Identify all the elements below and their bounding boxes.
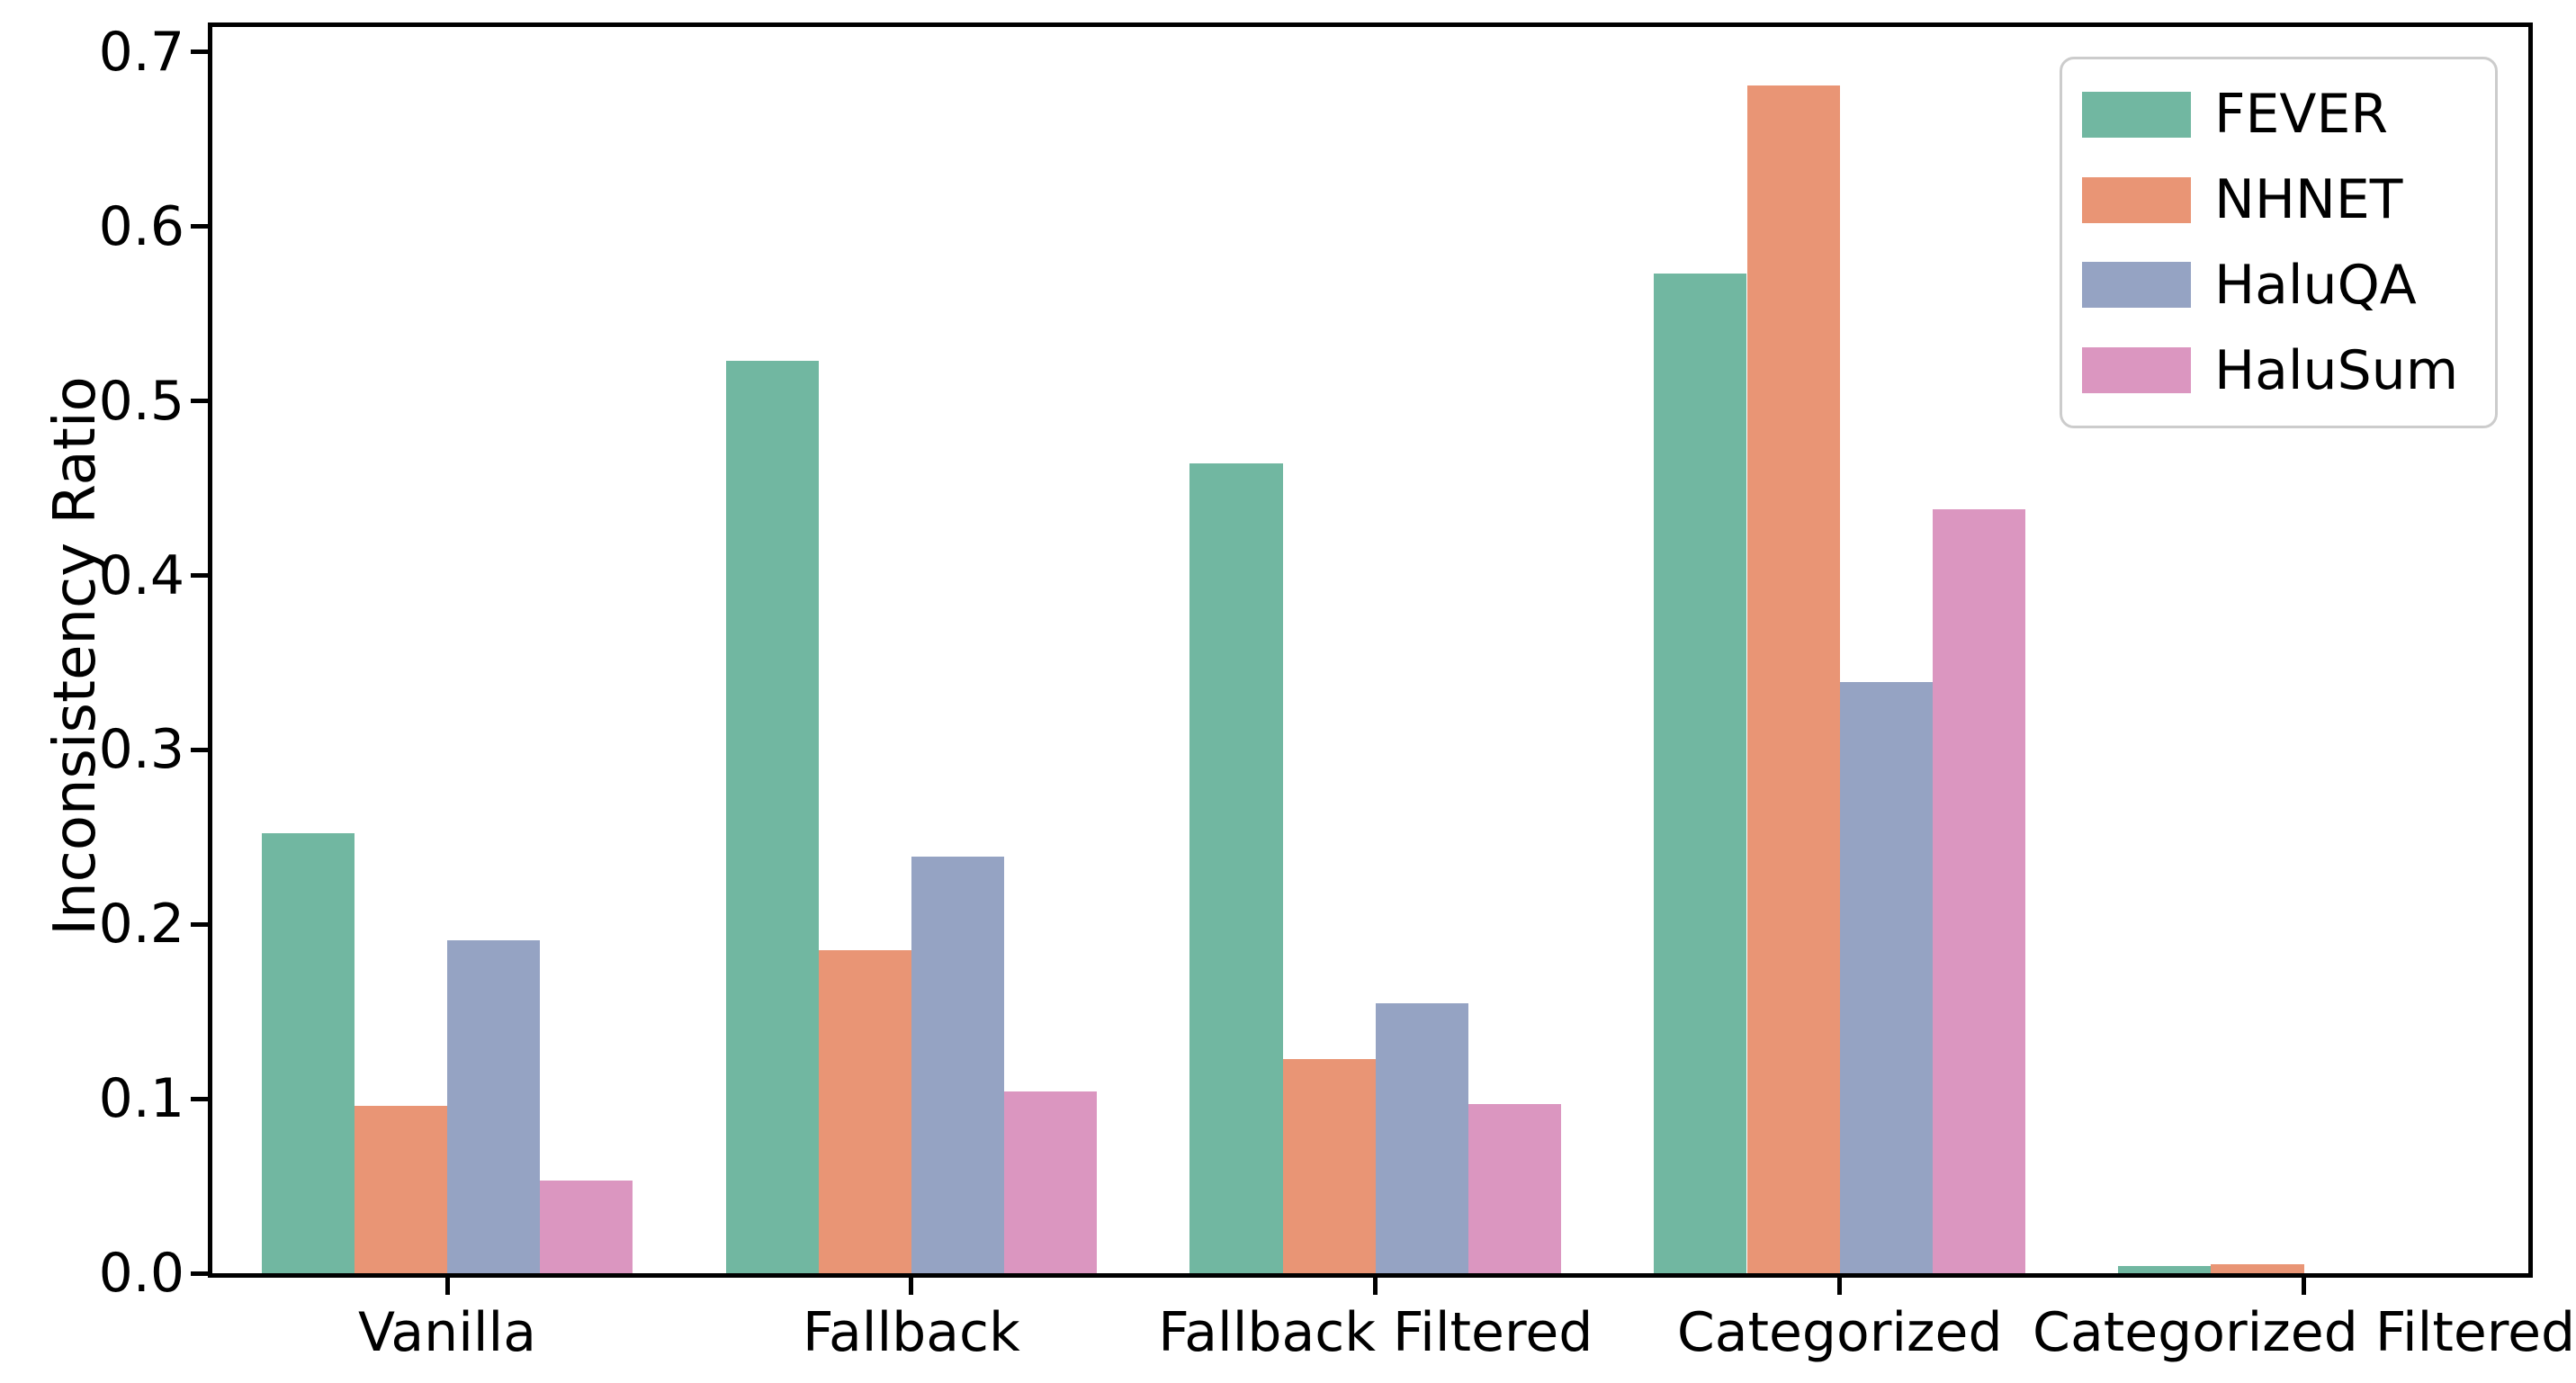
bar-fever-fallback-filtered	[1189, 463, 1283, 1273]
y-tick-mark	[191, 573, 208, 579]
x-tick-mark	[1837, 1278, 1843, 1295]
legend-swatch-haluqa	[2082, 262, 2191, 309]
y-tick-mark	[191, 224, 208, 229]
bar-haluqa-vanilla	[447, 939, 541, 1273]
y-tick-mark	[191, 49, 208, 55]
legend-label-halusum: HaluSum	[2214, 338, 2459, 402]
legend-label-fever: FEVER	[2214, 83, 2389, 147]
legend-swatch-fever	[2082, 91, 2191, 138]
bar-fever-categorized-filtered	[2118, 1266, 2212, 1273]
bar-halusum-vanilla	[540, 1181, 633, 1273]
x-tick-label-fallback: Fallback	[803, 1301, 1020, 1364]
bar-fever-fallback	[725, 361, 819, 1273]
legend-item-fever: FEVER	[2082, 72, 2495, 157]
legend-swatch-halusum	[2082, 347, 2191, 394]
bar-halusum-fallback-filtered	[1468, 1103, 1562, 1273]
y-tick-label: 0.0	[98, 1242, 184, 1305]
y-tick-mark	[191, 1096, 208, 1101]
bar-nhnet-fallback	[818, 950, 911, 1273]
y-tick-mark	[191, 921, 208, 927]
legend-item-halusum: HaluSum	[2082, 328, 2495, 413]
bar-halusum-categorized	[1932, 508, 2026, 1273]
x-tick-mark	[909, 1278, 914, 1295]
y-tick-mark	[191, 399, 208, 404]
bar-haluqa-fallback-filtered	[1375, 1002, 1468, 1273]
bar-nhnet-fallback-filtered	[1282, 1058, 1376, 1273]
x-tick-mark	[1373, 1278, 1378, 1295]
x-tick-label-vanilla: Vanilla	[358, 1301, 536, 1364]
x-tick-mark	[2302, 1278, 2307, 1295]
legend-label-haluqa: HaluQA	[2214, 253, 2417, 317]
y-tick-label: 0.2	[98, 893, 184, 956]
bar-haluqa-fallback	[911, 856, 1005, 1273]
y-axis-label: Inconsistency Ratio	[42, 376, 109, 936]
y-tick-mark	[191, 1271, 208, 1276]
bar-fever-vanilla	[261, 833, 355, 1273]
x-tick-label-categorized-filtered: Categorized Filtered	[2033, 1301, 2576, 1364]
bar-halusum-fallback	[1004, 1091, 1098, 1273]
x-tick-mark	[444, 1278, 450, 1295]
legend-item-haluqa: HaluQA	[2082, 243, 2495, 328]
y-tick-label: 0.7	[98, 20, 184, 84]
bar-fever-categorized	[1654, 274, 1747, 1273]
bar-haluqa-categorized	[1839, 681, 1933, 1273]
legend-item-nhnet: NHNET	[2082, 157, 2495, 242]
x-tick-label-categorized: Categorized	[1676, 1301, 2003, 1364]
legend: FEVER NHNET HaluQA HaluSum	[2060, 57, 2498, 428]
y-tick-label: 0.5	[98, 369, 184, 433]
y-tick-mark	[191, 747, 208, 752]
x-tick-label-fallback-filtered: Fallback Filtered	[1158, 1301, 1593, 1364]
legend-swatch-nhnet	[2082, 176, 2191, 223]
bar-nhnet-categorized	[1746, 85, 1840, 1273]
y-tick-label: 0.3	[98, 718, 184, 782]
bar-nhnet-categorized-filtered	[2211, 1264, 2304, 1273]
bar-nhnet-vanilla	[354, 1105, 447, 1273]
legend-label-nhnet: NHNET	[2214, 168, 2403, 232]
y-tick-label: 0.4	[98, 543, 184, 607]
y-tick-label: 0.6	[98, 194, 184, 258]
y-tick-label: 0.1	[98, 1067, 184, 1131]
